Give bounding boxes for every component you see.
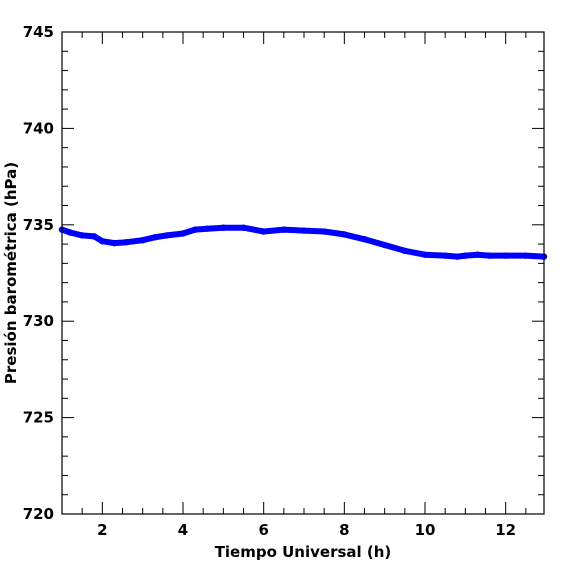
data-point	[111, 239, 118, 247]
data-point	[361, 236, 368, 243]
data-point	[502, 252, 509, 259]
data-point	[381, 241, 388, 249]
data-point	[280, 226, 288, 233]
data-point	[474, 251, 481, 258]
data-point	[300, 227, 308, 234]
data-point	[204, 225, 211, 232]
data-point	[163, 232, 171, 239]
series-layer	[58, 224, 548, 260]
data-point	[91, 233, 98, 240]
data-point	[462, 252, 469, 259]
data-point	[220, 224, 227, 231]
data-point	[341, 231, 348, 238]
data-point	[522, 252, 530, 259]
data-point	[260, 228, 267, 235]
y-tick-label: 745	[23, 23, 54, 41]
data-point	[240, 224, 247, 231]
x-tick-label: 10	[415, 521, 436, 539]
x-axis-title: Tiempo Universal (h)	[215, 543, 392, 561]
y-tick-label: 735	[23, 216, 54, 234]
data-point	[139, 237, 146, 244]
data-point	[179, 230, 187, 237]
x-tick-label: 8	[339, 521, 349, 539]
x-tick-label: 4	[178, 521, 188, 539]
data-point	[320, 228, 328, 235]
data-point	[401, 247, 409, 255]
data-point	[99, 237, 106, 245]
data-point	[151, 234, 158, 241]
data-point	[441, 252, 449, 259]
tick-marks	[61, 31, 544, 515]
x-tick-label: 6	[258, 521, 268, 539]
data-point	[486, 252, 493, 259]
y-tick-label: 740	[23, 119, 54, 137]
data-point	[66, 229, 74, 236]
y-tick-label: 730	[23, 312, 54, 330]
y-tick-label: 720	[23, 505, 54, 523]
x-tick-label: 12	[495, 521, 516, 539]
y-tick-label: 725	[23, 409, 54, 427]
data-point	[421, 251, 429, 258]
tick-labels: 2 4 6 8 10 12 720 725 730 735 740 745	[23, 23, 516, 539]
data-point	[78, 232, 86, 239]
data-point	[191, 226, 199, 233]
data-point	[454, 253, 461, 260]
x-tick-label: 2	[97, 521, 107, 539]
plot-frame	[61, 31, 545, 515]
data-point	[123, 238, 130, 246]
y-axis-title: Presión barométrica (hPa)	[2, 162, 20, 384]
